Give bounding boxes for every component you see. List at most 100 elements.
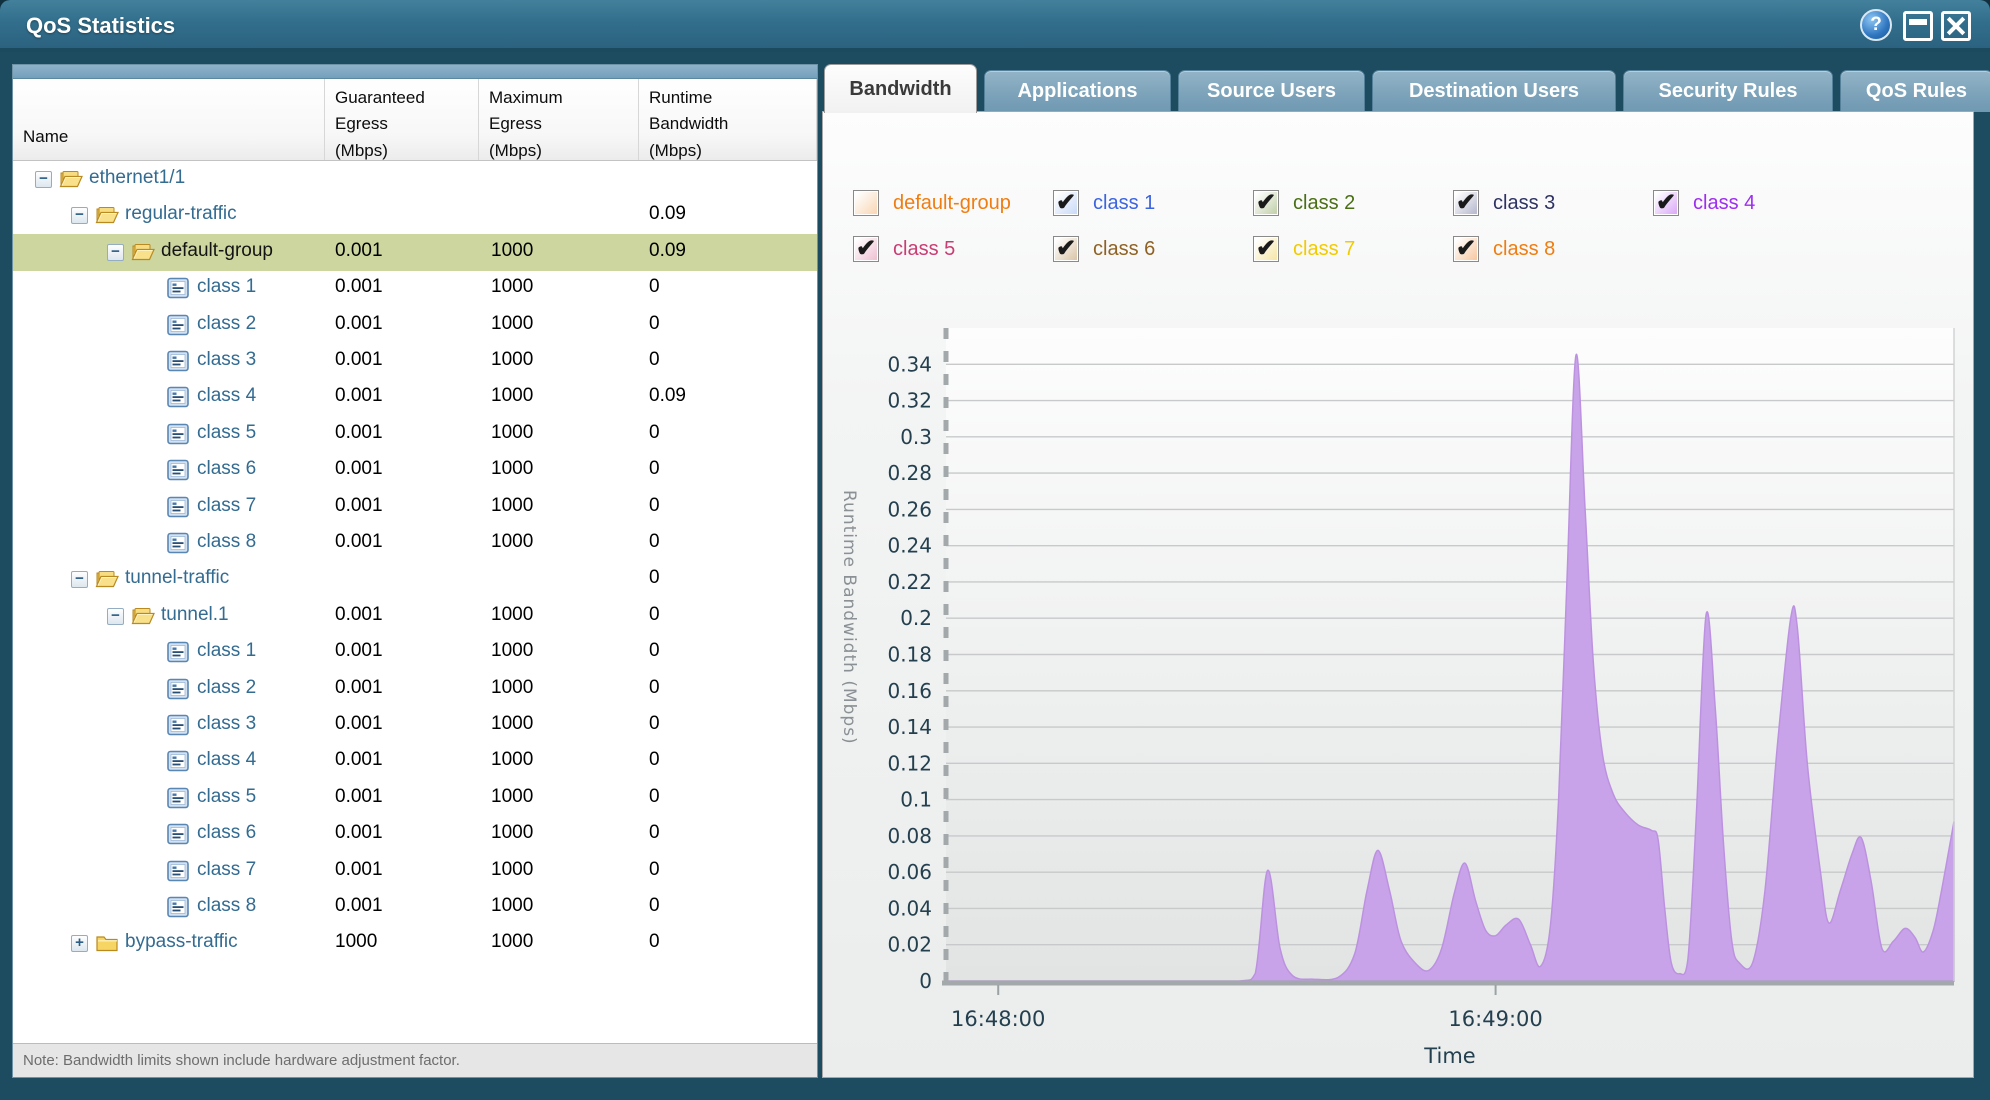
checkbox-class-8[interactable]: ✔: [1453, 236, 1479, 262]
x-tick-label: 16:49:00: [1448, 1007, 1542, 1031]
table-row[interactable]: class 3 0.001 1000 0: [13, 707, 817, 744]
tab-label: Applications: [1017, 80, 1138, 102]
y-tick-label: 0.26: [887, 497, 932, 521]
table-row[interactable]: + bypass-traffic 1000 1000 0: [13, 925, 817, 962]
class-icon: [167, 750, 191, 772]
tree-expander[interactable]: −: [71, 207, 88, 225]
checkbox-class-1[interactable]: ✔: [1053, 190, 1079, 216]
table-row[interactable]: class 7 0.001 1000 0: [13, 853, 817, 890]
y-tick-label: 0.08: [887, 824, 932, 848]
checkbox-class-7[interactable]: ✔: [1253, 236, 1279, 262]
y-tick-label: 0.28: [887, 461, 932, 485]
table-row[interactable]: class 5 0.001 1000 0: [13, 780, 817, 817]
table-row[interactable]: class 8 0.001 1000 0: [13, 889, 817, 926]
legend-label[interactable]: class 8: [1493, 238, 1556, 260]
checkbox-class-3[interactable]: ✔: [1453, 190, 1479, 216]
table-row[interactable]: class 8 0.001 1000 0: [13, 525, 817, 562]
legend-label[interactable]: default-group: [893, 192, 1011, 214]
tree-expander[interactable]: −: [107, 607, 124, 625]
class-icon: [167, 860, 191, 882]
tree-table-header: Name Guaranteed Egress (Mbps) Maximum Egre…: [13, 79, 817, 161]
runtime-bandwidth-value: 0: [649, 349, 660, 370]
runtime-bandwidth-value: 0.09: [649, 385, 686, 407]
tab-security-rules[interactable]: Security Rules: [1623, 70, 1833, 112]
y-tick-label: 0.34: [887, 352, 932, 376]
restore-button[interactable]: [1903, 11, 1935, 43]
table-row[interactable]: class 7 0.001 1000 0: [13, 489, 817, 526]
legend-label[interactable]: class 7: [1293, 238, 1356, 260]
tree-node-label: class 7: [197, 494, 257, 516]
legend-label[interactable]: class 3: [1493, 192, 1556, 214]
tree-expander[interactable]: −: [107, 243, 124, 261]
tab-destination-users[interactable]: Destination Users: [1372, 70, 1616, 112]
close-icon: [1941, 11, 1971, 41]
guaranteed-egress-value: 0.001: [335, 895, 383, 916]
tree-expander[interactable]: +: [71, 935, 88, 953]
table-row[interactable]: − tunnel.1 0.001 1000 0: [13, 598, 817, 635]
runtime-bandwidth-value: 0: [649, 603, 660, 625]
table-row[interactable]: class 2 0.001 1000 0: [13, 671, 817, 708]
class-icon: [167, 787, 191, 809]
runtime-bandwidth-value: 0: [649, 458, 660, 480]
legend-label[interactable]: class 4: [1693, 192, 1756, 214]
table-row[interactable]: − ethernet1/1: [13, 161, 817, 198]
maximum-egress-value: 1000: [491, 749, 534, 771]
tree-node-label: class 5: [197, 421, 257, 443]
guaranteed-egress-value: 0.001: [335, 713, 383, 734]
tree-expander[interactable]: −: [71, 571, 88, 589]
legend-label[interactable]: class 6: [1093, 238, 1156, 260]
checkbox-class-2[interactable]: ✔: [1253, 190, 1279, 216]
tree-node-label: class 4: [197, 385, 257, 407]
x-tick-label: 16:48:00: [951, 1007, 1045, 1031]
table-row[interactable]: − tunnel-traffic 0: [13, 561, 817, 598]
y-axis-title: Runtime Bandwidth (Mbps): [839, 490, 859, 745]
table-row[interactable]: class 3 0.001 1000 0: [13, 343, 817, 380]
help-button[interactable]: ?: [1860, 9, 1892, 41]
class-icon: [167, 277, 191, 299]
tab-source-users[interactable]: Source Users: [1178, 70, 1365, 112]
tree-expander[interactable]: −: [35, 171, 52, 188]
column-header-name[interactable]: Name: [13, 79, 325, 160]
chart-panel: Bandwidth Applications Source Users Destina…: [822, 56, 1990, 1078]
folder-open-icon: [95, 204, 119, 226]
table-row[interactable]: class 4 0.001 1000 0: [13, 743, 817, 780]
title-bar: QoS Statistics ?: [0, 0, 1990, 52]
class-icon: [167, 641, 191, 663]
guaranteed-egress-value: 0.001: [335, 603, 383, 625]
table-row[interactable]: class 4 0.001 1000 0.09: [13, 379, 817, 416]
checkbox-default-group[interactable]: [853, 190, 879, 216]
y-tick-label: 0.12: [887, 751, 932, 775]
y-tick-label: 0.2: [900, 606, 932, 630]
legend-label[interactable]: class 5: [893, 238, 956, 260]
table-row[interactable]: class 1 0.001 1000 0: [13, 270, 817, 307]
checkbox-class-6[interactable]: ✔: [1053, 236, 1079, 262]
tree-node-label: tunnel-traffic: [125, 567, 230, 589]
checkbox-class-4[interactable]: ✔: [1653, 190, 1679, 216]
tree-node-label: class 8: [197, 895, 257, 916]
table-row[interactable]: − regular-traffic 0.09: [13, 197, 817, 234]
tree-node-label: bypass-traffic: [125, 931, 238, 953]
guaranteed-egress-value: 0.001: [335, 749, 383, 771]
folder-open-icon: [59, 168, 83, 190]
legend-label[interactable]: class 2: [1293, 192, 1356, 214]
tab-qos-rules[interactable]: QoS Rules: [1840, 70, 1990, 112]
y-tick-label: 0.32: [887, 389, 932, 413]
close-button[interactable]: [1941, 11, 1973, 43]
table-row[interactable]: class 6 0.001 1000 0: [13, 816, 817, 853]
table-row[interactable]: class 5 0.001 1000 0: [13, 416, 817, 453]
class-icon: [167, 823, 191, 845]
table-row[interactable]: class 1 0.001 1000 0: [13, 634, 817, 671]
tab-bandwidth[interactable]: Bandwidth: [824, 64, 977, 113]
table-row[interactable]: − default-group 0.001 1000 0.09: [13, 233, 817, 271]
legend-label[interactable]: class 1: [1093, 192, 1156, 214]
column-header-runtime[interactable]: Runtime Bandwidth (Mbps): [639, 79, 817, 160]
column-header-guaranteed[interactable]: Guaranteed Egress (Mbps): [325, 79, 479, 160]
tab-label: QoS Rules: [1865, 80, 1968, 102]
checkbox-class-5[interactable]: ✔: [853, 236, 879, 262]
table-row[interactable]: class 2 0.001 1000 0: [13, 307, 817, 344]
class-icon: [167, 386, 191, 408]
runtime-bandwidth-value: 0.09: [649, 239, 686, 261]
tab-applications[interactable]: Applications: [984, 70, 1171, 112]
column-header-maximum[interactable]: Maximum Egress (Mbps): [479, 79, 639, 160]
table-row[interactable]: class 6 0.001 1000 0: [13, 452, 817, 489]
